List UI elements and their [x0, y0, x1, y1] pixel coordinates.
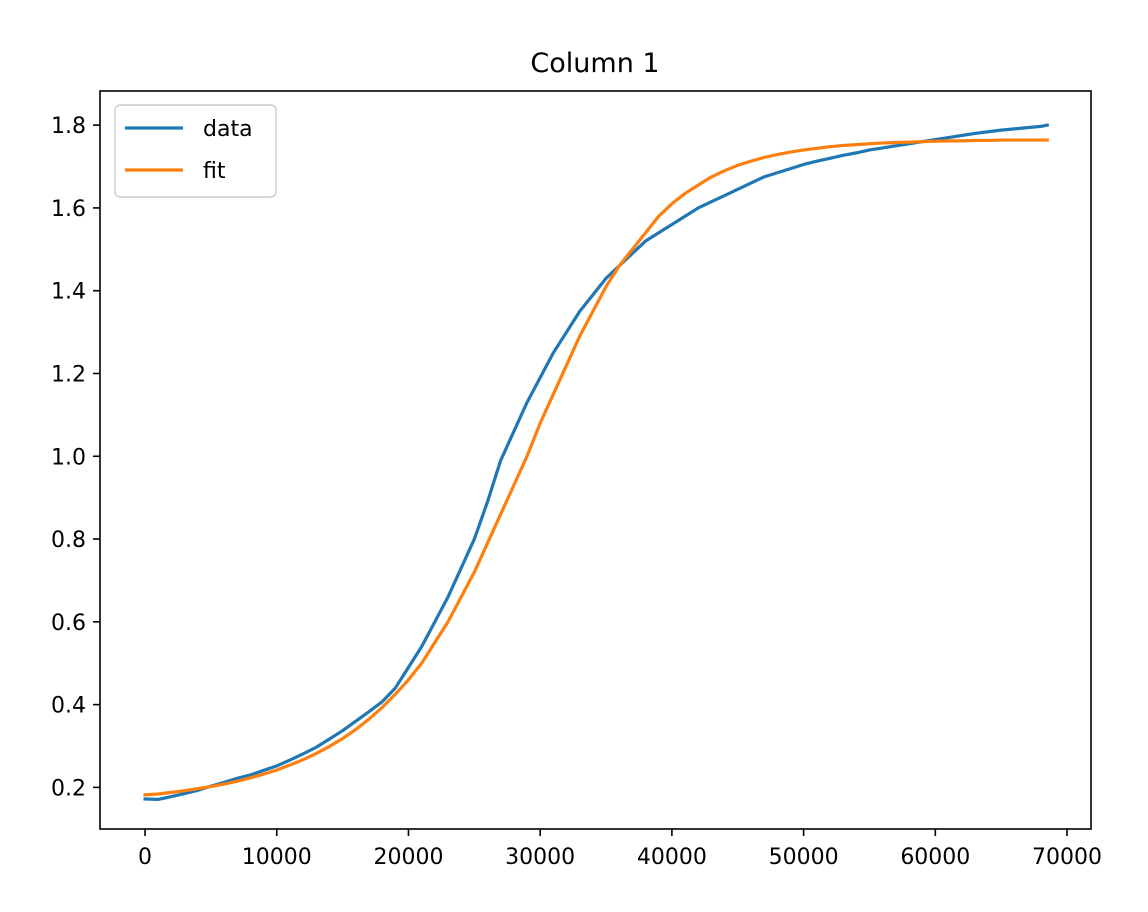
legend: data fit: [114, 104, 277, 198]
y-tick-label: 0.2: [51, 776, 86, 801]
y-tick-label: 1.8: [51, 114, 86, 139]
y-tick-label: 0.6: [51, 611, 86, 636]
x-tick-label: 20000: [373, 845, 443, 870]
legend-label-fit: fit: [203, 159, 226, 184]
x-tick-label: 30000: [505, 845, 575, 870]
plot-frame: [99, 90, 1092, 830]
legend-label-data: data: [203, 117, 253, 142]
y-tick-label: 1.4: [51, 280, 86, 305]
x-axis: 0 10000 20000 30000 40000 50000 60000 70000: [138, 829, 1102, 870]
y-axis: 0.2 0.4 0.6 0.8 1.0 1.2 1.4 1.6 1.8: [51, 114, 100, 801]
x-tick-label: 50000: [769, 845, 839, 870]
y-tick-label: 0.4: [51, 694, 86, 719]
series-lines: [143, 123, 1050, 802]
chart-title: Column 1: [530, 48, 659, 79]
y-tick-label: 1.2: [51, 362, 86, 387]
y-tick-label: 0.8: [51, 528, 86, 553]
x-tick-label: 70000: [1032, 845, 1102, 870]
y-tick-label: 1.6: [51, 197, 86, 222]
x-tick-label: 60000: [900, 845, 970, 870]
x-tick-label: 10000: [242, 845, 312, 870]
x-tick-label: 0: [138, 845, 152, 870]
series-line-fit: [143, 138, 1049, 797]
x-tick-label: 40000: [637, 845, 707, 870]
series-line-data: [143, 123, 1050, 802]
y-tick-label: 1.0: [51, 445, 86, 470]
